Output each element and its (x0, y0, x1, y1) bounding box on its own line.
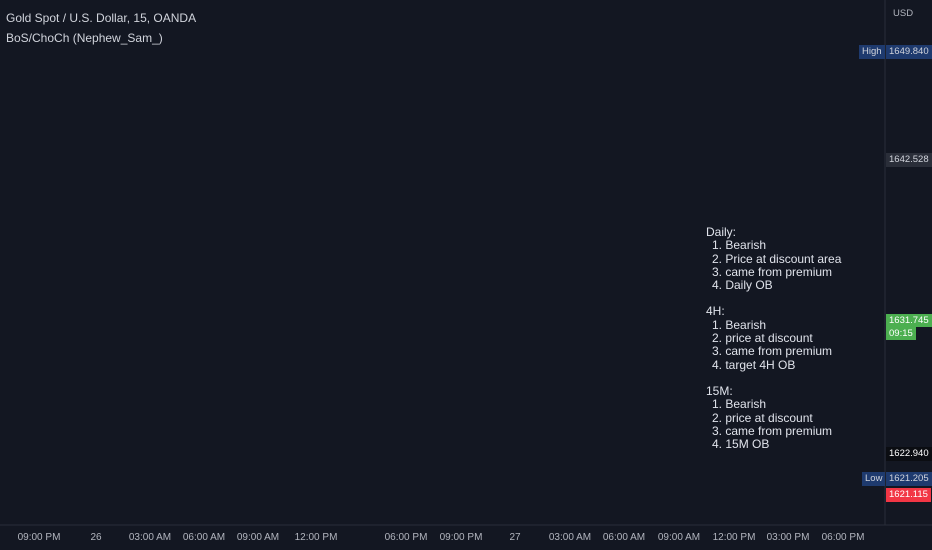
countdown-tag: 09:15 (886, 327, 916, 340)
high-tag-label: High (859, 45, 885, 59)
x-tick-label: 12:00 PM (295, 532, 338, 543)
notes-4h-item: 4. target 4H OB (712, 357, 796, 372)
high-tag-value: 1649.840 (886, 45, 932, 59)
x-tick-label: 03:00 AM (129, 532, 171, 543)
notes-15m-item: 2. price at discount (712, 410, 813, 425)
notes-daily-item: 4. Daily OB (712, 278, 773, 293)
symbol-title[interactable]: Gold Spot / U.S. Dollar, 15, OANDA (6, 11, 197, 25)
notes-4h-item: 3. came from premium (712, 344, 833, 359)
low-tag-label: Low (862, 472, 886, 486)
x-tick-label: 26 (90, 532, 102, 543)
current-price-tag: 1631.745 (886, 314, 932, 327)
ob-bottom-tag: 1622.940 (886, 447, 932, 461)
x-tick-label: 27 (509, 532, 521, 543)
analysis-notes: Daily: 1. Bearish 2. Price at discount a… (706, 225, 842, 464)
x-tick-label: 09:00 AM (658, 532, 700, 543)
ob-top-tag: 1642.528 (886, 153, 932, 167)
x-tick-label: 06:00 AM (603, 532, 645, 543)
x-tick-label: 06:00 PM (385, 532, 428, 543)
x-tick-label: 12:00 PM (713, 532, 756, 543)
currency-label[interactable]: USD (893, 8, 914, 19)
x-tick-label: 09:00 AM (237, 532, 279, 543)
notes-daily-item: 2. Price at discount area (712, 251, 842, 266)
x-tick-label: 09:00 PM (440, 532, 483, 543)
notes-4h-item: 1. Bearish (712, 317, 767, 332)
notes-15m-item: 1. Bearish (712, 397, 767, 412)
notes-4h-heading: 4H: (706, 304, 725, 319)
notes-15m-heading: 15M: (706, 383, 733, 398)
notes-15m-item: 3. came from premium (712, 423, 833, 438)
notes-4h-item: 2. price at discount (712, 331, 813, 346)
x-tick-label: 09:00 PM (18, 532, 61, 543)
notes-15m-item: 4. 15M OB (712, 437, 770, 452)
target-tag: 1621.115 (886, 488, 931, 502)
notes-4h: 4H: 1. Bearish 2. price at discount 3. c… (706, 304, 841, 372)
low-tag-value: 1621.205 (886, 472, 932, 486)
notes-daily-heading: Daily: (706, 225, 737, 239)
notes-daily-item: 3. came from premium (712, 264, 833, 279)
notes-daily: Daily: 1. Bearish 2. Price at discount a… (706, 225, 842, 293)
notes-15m: 15M: 1. Bearish 2. price at discount 3. … (706, 383, 841, 452)
x-tick-label: 03:00 AM (549, 532, 591, 543)
x-tick-label: 06:00 PM (822, 532, 865, 543)
indicator-title[interactable]: BoS/ChoCh (Nephew_Sam_) (6, 31, 163, 45)
x-tick-label: 03:00 PM (767, 532, 810, 543)
notes-daily-item: 1. Bearish (712, 238, 767, 253)
x-tick-label: 06:00 AM (183, 532, 225, 543)
